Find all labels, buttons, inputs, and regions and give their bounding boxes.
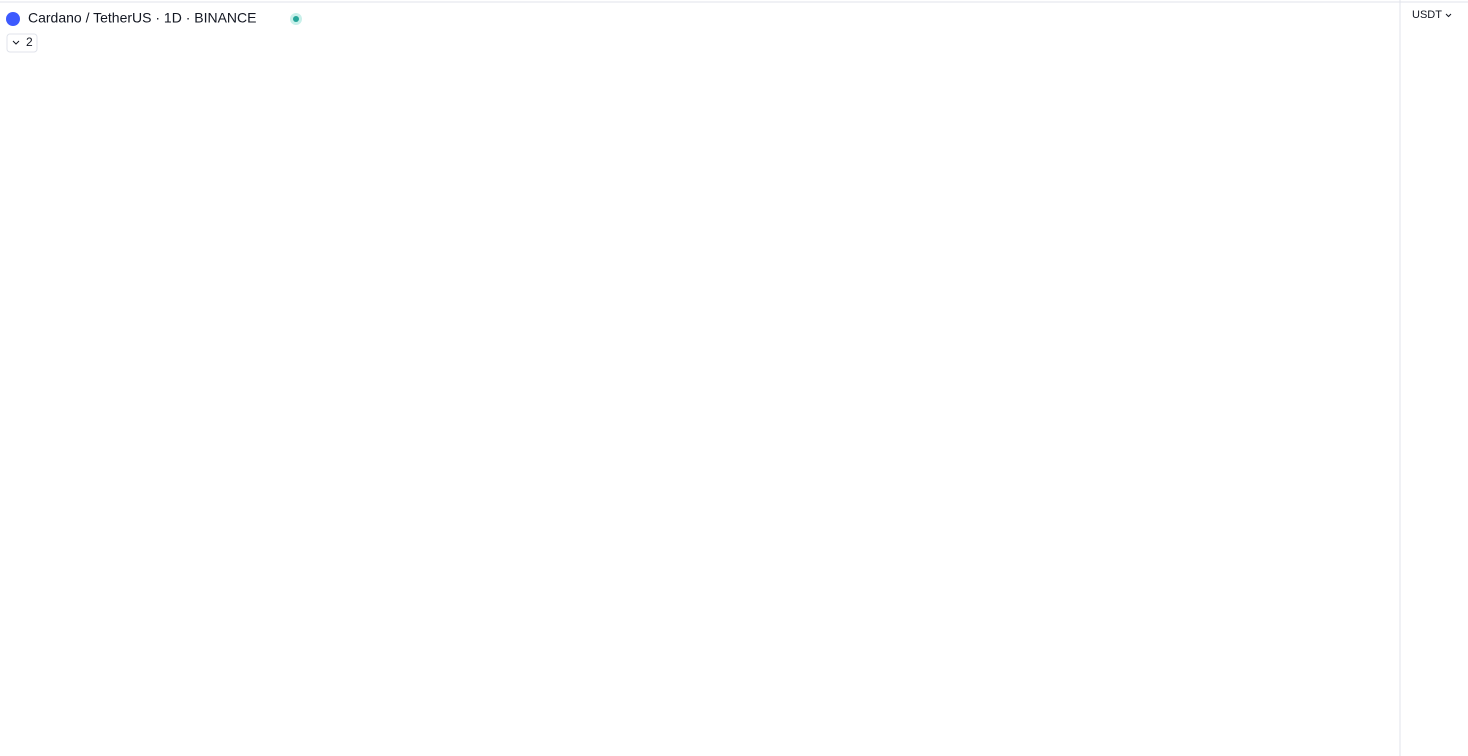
currency-menu[interactable]: USDT <box>1412 9 1442 21</box>
indicator-toggle[interactable] <box>6 33 38 53</box>
indicator-count: 2 <box>26 35 33 49</box>
chevron <box>1445 13 1452 18</box>
symbol-icon <box>6 12 20 26</box>
status-dot-core <box>293 16 299 22</box>
chevron <box>12 40 20 45</box>
symbol-title[interactable]: Cardano / TetherUS · 1D · BINANCE <box>28 10 257 26</box>
